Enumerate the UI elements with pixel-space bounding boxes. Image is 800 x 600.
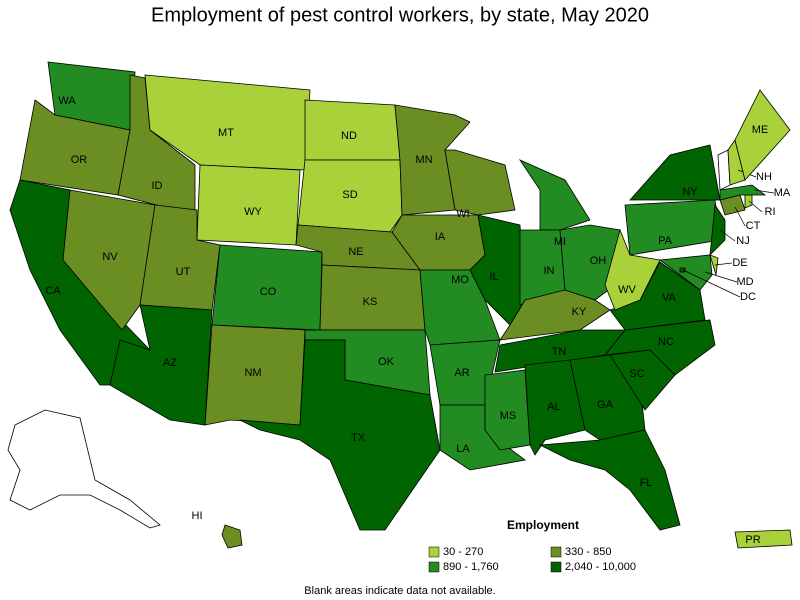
leader-line [719, 229, 736, 242]
state-label: CA [45, 285, 61, 297]
state-label: AR [454, 367, 469, 379]
state-label: WY [244, 206, 262, 218]
state-shape [239, 339, 441, 531]
state-label: PR [745, 534, 760, 546]
state-label: ID [152, 180, 163, 192]
state-label: MI [554, 236, 566, 248]
leader-line [714, 262, 733, 266]
state-label: OK [378, 356, 395, 368]
state-shape [734, 89, 791, 181]
state-label: NV [102, 251, 118, 263]
state-label: KY [572, 306, 587, 318]
state-shape [629, 144, 721, 201]
state-label: RI [765, 206, 776, 218]
leader-line [754, 189, 775, 194]
state-label: DC [740, 291, 756, 303]
state-label: MA [774, 187, 791, 199]
state-shape [744, 194, 753, 209]
legend-label: 890 - 1,760 [443, 561, 499, 573]
state-label: CT [746, 220, 761, 232]
state-shape [484, 369, 531, 451]
state-label: WA [58, 95, 76, 107]
state-shape [297, 159, 403, 233]
state-label: TN [552, 346, 567, 358]
state-label: IN [544, 265, 555, 277]
state-label: SD [342, 189, 357, 201]
state-label: CO [260, 286, 277, 298]
state-label: OR [71, 154, 88, 166]
state-shape [518, 159, 591, 231]
state-shape [658, 254, 713, 291]
state-label: UT [176, 266, 191, 278]
state-label: PA [658, 235, 673, 247]
legend-title: Employment [507, 518, 579, 532]
state-label: NM [244, 367, 261, 379]
state-label: HI [192, 510, 203, 522]
state-shape [734, 529, 793, 549]
leader-line [704, 271, 738, 283]
state-label: NY [682, 186, 698, 198]
state-shape [709, 254, 719, 276]
state-label: WI [456, 208, 469, 220]
state-label: GA [597, 399, 614, 411]
map-title: Employment of pest control workers, by s… [151, 4, 649, 26]
state-label: NJ [736, 235, 749, 247]
state-label: NE [348, 246, 363, 258]
leader-line [748, 200, 763, 213]
state-label: MO [451, 274, 469, 286]
state-shape [709, 203, 726, 257]
state-label: DE [732, 257, 747, 269]
state-label: AL [547, 401, 560, 413]
state-label: SC [629, 368, 644, 380]
state-label: LA [456, 443, 470, 455]
state-shape [538, 429, 681, 531]
state-label: MN [415, 154, 432, 166]
state-shape [221, 524, 243, 549]
state-shape [624, 199, 721, 256]
legend-swatch [428, 561, 440, 573]
state-shape [679, 267, 686, 273]
state-label: ND [341, 130, 357, 142]
legend-label: 30 - 270 [443, 546, 483, 558]
state-label: IA [435, 231, 446, 243]
state-shape [499, 289, 611, 341]
state-shape [444, 149, 516, 216]
state-label: ME [752, 124, 769, 136]
legend-label: 2,040 - 10,000 [565, 561, 636, 573]
legend-label: 330 - 850 [565, 546, 611, 558]
state-shape [62, 189, 156, 331]
state-label: OH [590, 255, 607, 267]
state-label: AZ [163, 357, 177, 369]
state-label: IL [489, 271, 498, 283]
leader-line [734, 206, 746, 227]
state-label: NH [756, 171, 772, 183]
state-label: VA [662, 292, 677, 304]
state-label: MS [500, 410, 517, 422]
leader-line [682, 269, 741, 298]
state-shape [109, 304, 213, 426]
state-label: WV [618, 284, 636, 296]
state-label: MT [218, 127, 234, 139]
state-label: NC [658, 336, 674, 348]
state-shape-no-data [7, 409, 161, 529]
legend-swatch [428, 546, 440, 558]
state-label: KS [363, 296, 378, 308]
state-label: TX [351, 432, 366, 444]
state-label: FL [640, 477, 653, 489]
state-label: MD [736, 276, 753, 288]
footnote: Blank areas indicate data not available. [304, 585, 495, 597]
legend-swatch [550, 561, 562, 573]
state-shape [719, 184, 767, 201]
legend-swatch [550, 546, 562, 558]
